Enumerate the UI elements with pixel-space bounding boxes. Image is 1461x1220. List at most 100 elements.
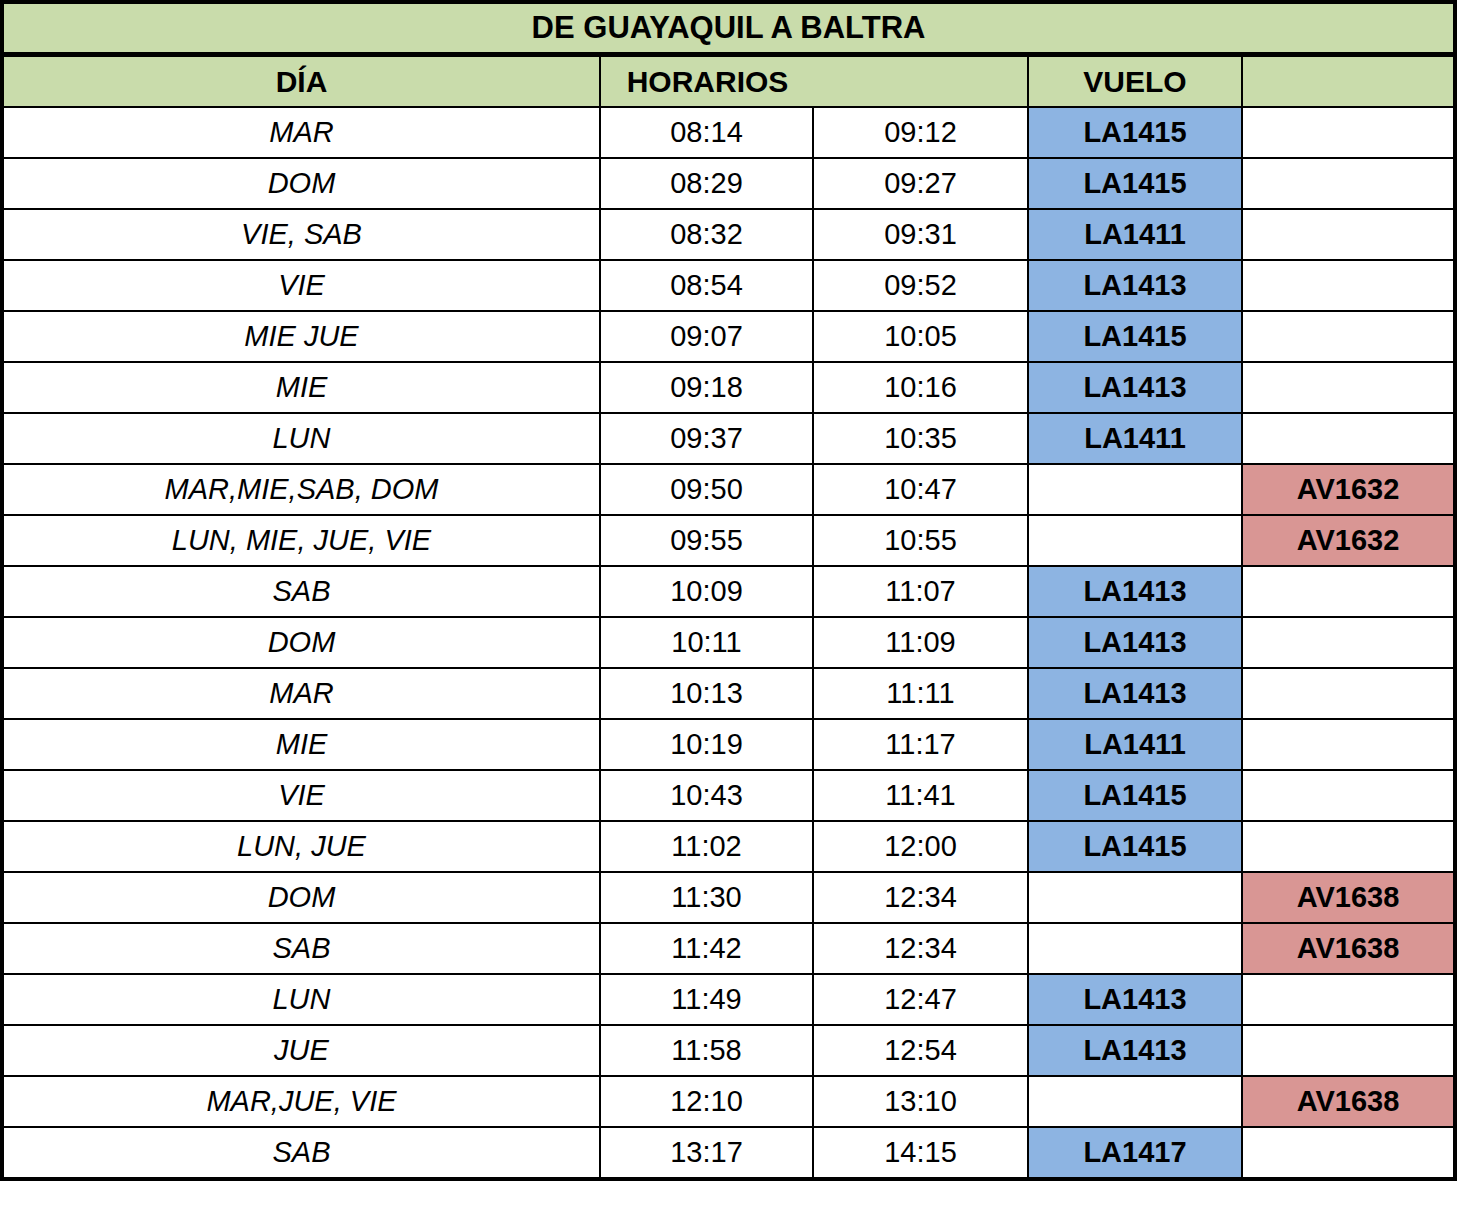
la-flight-cell: LA1413 [1028, 974, 1242, 1025]
arrival-time-cell: 11:07 [813, 566, 1028, 617]
arrival-time-cell: 10:55 [813, 515, 1028, 566]
av-flight-cell [1242, 668, 1455, 719]
flight-schedule-sheet: DE GUAYAQUIL A BALTRA DÍA HORARIOS VUELO… [0, 0, 1461, 1220]
arrival-time-cell: 10:05 [813, 311, 1028, 362]
departure-time-cell: 08:29 [600, 158, 813, 209]
departure-time-cell: 11:58 [600, 1025, 813, 1076]
departure-time-cell: 13:17 [600, 1127, 813, 1179]
schedule-row: JUE11:5812:54LA1413 [2, 1025, 1455, 1076]
day-cell: LUN, JUE [2, 821, 600, 872]
departure-time-cell: 12:10 [600, 1076, 813, 1127]
arrival-time-cell: 11:09 [813, 617, 1028, 668]
schedule-row: MAR08:1409:12LA1415 [2, 107, 1455, 158]
schedule-row: LUN, MIE, JUE, VIE09:5510:55AV1632 [2, 515, 1455, 566]
av-flight-cell [1242, 107, 1455, 158]
arrival-time-cell: 10:35 [813, 413, 1028, 464]
arrival-time-cell: 13:10 [813, 1076, 1028, 1127]
schedule-row: MAR,JUE, VIE12:1013:10AV1638 [2, 1076, 1455, 1127]
day-cell: MAR [2, 107, 600, 158]
header-extra [1242, 55, 1455, 108]
la-flight-cell [1028, 872, 1242, 923]
la-flight-cell [1028, 464, 1242, 515]
arrival-time-cell: 12:00 [813, 821, 1028, 872]
departure-time-cell: 09:50 [600, 464, 813, 515]
flight-schedule-table: DE GUAYAQUIL A BALTRA DÍA HORARIOS VUELO… [0, 0, 1457, 1181]
header-dia: DÍA [2, 55, 600, 108]
arrival-time-cell: 11:41 [813, 770, 1028, 821]
departure-time-cell: 10:09 [600, 566, 813, 617]
arrival-time-cell: 12:34 [813, 872, 1028, 923]
arrival-time-cell: 11:11 [813, 668, 1028, 719]
departure-time-cell: 08:14 [600, 107, 813, 158]
day-cell: SAB [2, 923, 600, 974]
la-flight-cell: LA1415 [1028, 770, 1242, 821]
av-flight-cell: AV1638 [1242, 872, 1455, 923]
la-flight-cell: LA1411 [1028, 719, 1242, 770]
schedule-row: LUN09:3710:35LA1411 [2, 413, 1455, 464]
day-cell: MIE [2, 719, 600, 770]
la-flight-cell: LA1413 [1028, 260, 1242, 311]
av-flight-cell [1242, 617, 1455, 668]
day-cell: SAB [2, 566, 600, 617]
av-flight-cell [1242, 566, 1455, 617]
arrival-time-cell: 10:47 [813, 464, 1028, 515]
av-flight-cell [1242, 719, 1455, 770]
day-cell: DOM [2, 617, 600, 668]
la-flight-cell: LA1411 [1028, 413, 1242, 464]
av-flight-cell [1242, 362, 1455, 413]
av-flight-cell [1242, 974, 1455, 1025]
schedule-row: VIE10:4311:41LA1415 [2, 770, 1455, 821]
departure-time-cell: 08:32 [600, 209, 813, 260]
departure-time-cell: 11:49 [600, 974, 813, 1025]
header-vuelo: VUELO [1028, 55, 1242, 108]
schedule-row: MIE10:1911:17LA1411 [2, 719, 1455, 770]
header-horarios-label: HORARIOS [601, 65, 814, 99]
av-flight-cell: AV1638 [1242, 923, 1455, 974]
av-flight-cell [1242, 413, 1455, 464]
departure-time-cell: 11:02 [600, 821, 813, 872]
day-cell: JUE [2, 1025, 600, 1076]
la-flight-cell: LA1413 [1028, 668, 1242, 719]
av-flight-cell [1242, 1025, 1455, 1076]
schedule-row: MIE JUE09:0710:05LA1415 [2, 311, 1455, 362]
departure-time-cell: 10:19 [600, 719, 813, 770]
schedule-row: LUN11:4912:47LA1413 [2, 974, 1455, 1025]
arrival-time-cell: 11:17 [813, 719, 1028, 770]
la-flight-cell: LA1413 [1028, 566, 1242, 617]
la-flight-cell: LA1415 [1028, 158, 1242, 209]
day-cell: DOM [2, 872, 600, 923]
la-flight-cell: LA1413 [1028, 617, 1242, 668]
av-flight-cell [1242, 770, 1455, 821]
day-cell: MAR,MIE,SAB, DOM [2, 464, 600, 515]
la-flight-cell: LA1415 [1028, 311, 1242, 362]
av-flight-cell: AV1632 [1242, 464, 1455, 515]
day-cell: VIE, SAB [2, 209, 600, 260]
av-flight-cell [1242, 260, 1455, 311]
la-flight-cell: LA1415 [1028, 107, 1242, 158]
schedule-row: MAR10:1311:11LA1413 [2, 668, 1455, 719]
la-flight-cell: LA1417 [1028, 1127, 1242, 1179]
av-flight-cell [1242, 209, 1455, 260]
la-flight-cell [1028, 1076, 1242, 1127]
arrival-time-cell: 14:15 [813, 1127, 1028, 1179]
arrival-time-cell: 09:52 [813, 260, 1028, 311]
departure-time-cell: 10:13 [600, 668, 813, 719]
av-flight-cell [1242, 821, 1455, 872]
arrival-time-cell: 09:12 [813, 107, 1028, 158]
day-cell: SAB [2, 1127, 600, 1179]
la-flight-cell [1028, 515, 1242, 566]
arrival-time-cell: 12:34 [813, 923, 1028, 974]
departure-time-cell: 09:18 [600, 362, 813, 413]
day-cell: MIE JUE [2, 311, 600, 362]
av-flight-cell: AV1638 [1242, 1076, 1455, 1127]
day-cell: MIE [2, 362, 600, 413]
schedule-row: VIE08:5409:52LA1413 [2, 260, 1455, 311]
av-flight-cell [1242, 311, 1455, 362]
la-flight-cell: LA1415 [1028, 821, 1242, 872]
departure-time-cell: 09:37 [600, 413, 813, 464]
schedule-rows: MAR08:1409:12LA1415DOM08:2909:27LA1415VI… [2, 107, 1455, 1179]
schedule-row: LUN, JUE11:0212:00LA1415 [2, 821, 1455, 872]
av-flight-cell [1242, 158, 1455, 209]
day-cell: LUN [2, 974, 600, 1025]
departure-time-cell: 10:11 [600, 617, 813, 668]
